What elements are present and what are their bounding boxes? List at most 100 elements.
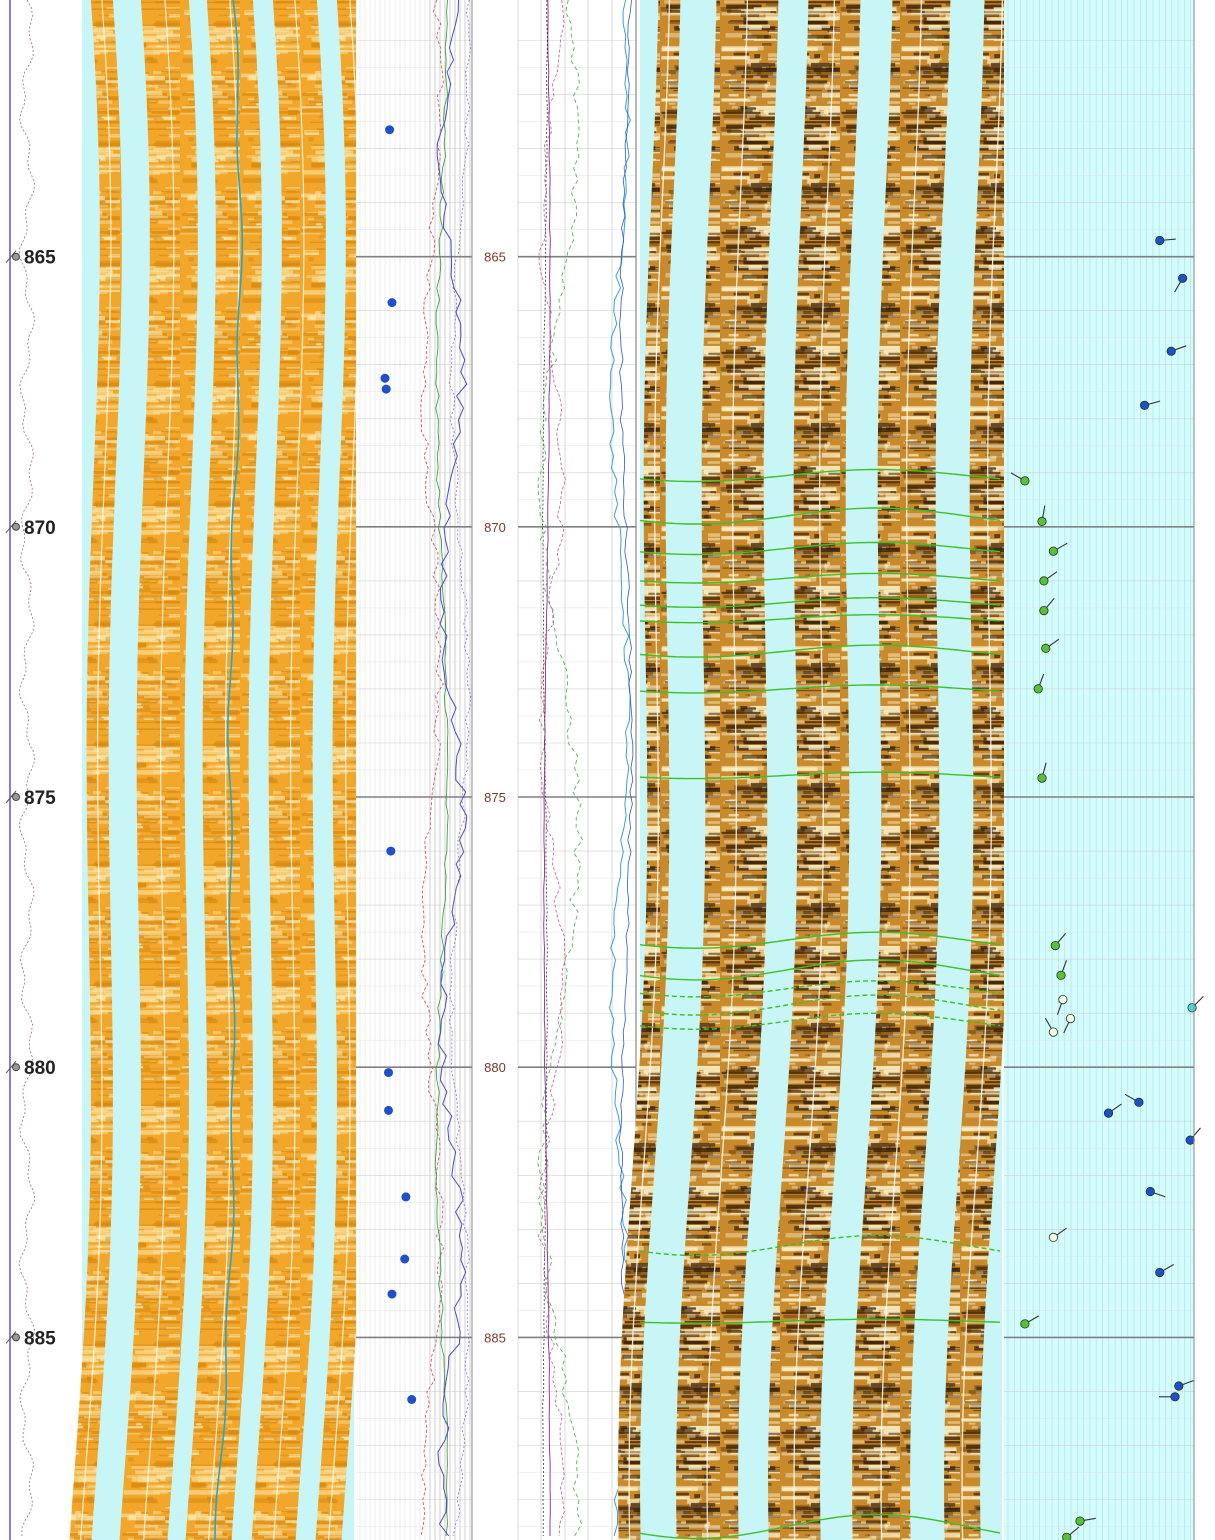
dynamic-image-strip: [768, 0, 861, 1540]
depth-marker-dot: [12, 793, 20, 801]
dots-track-point: [387, 1289, 397, 1299]
bedding-sinusoid: [639, 507, 1001, 525]
tadpole-head: [1058, 994, 1068, 1005]
static-image-strip-centerline: [208, 0, 240, 1540]
tadpole-head: [1041, 643, 1051, 654]
tadpole-head: [1048, 1232, 1059, 1243]
bedding-sinusoid: [639, 1234, 1001, 1257]
tadpole-head: [1187, 1003, 1197, 1013]
bedding-sinusoid: [639, 994, 1001, 1016]
dots-track-point: [384, 1105, 393, 1115]
depth-label-left: 865: [24, 248, 56, 269]
depth-marker-tick: [5, 1331, 17, 1344]
tadpole-head: [1020, 476, 1030, 486]
dynamic-image-strip-centerline: [880, 0, 923, 1540]
tadpole-head: [1155, 1267, 1165, 1278]
depth-label-left: 870: [24, 518, 56, 539]
dynamic-image-strip-centerline: [628, 0, 671, 1540]
dynamic-image-strip: [852, 0, 951, 1540]
depth-track: 865 870 875 880 885: [5, 0, 56, 1540]
tadpole-head: [1033, 684, 1043, 694]
tadpole-head: [1075, 1516, 1085, 1526]
dynamic-image-strip: [618, 0, 681, 1540]
tadpole-head: [1037, 773, 1047, 783]
depth-marker-tick: [5, 790, 17, 804]
tadpole-head: [1037, 516, 1047, 527]
curves-track-green-dashed-curve: [537, 0, 584, 1537]
curves-track: [517, 0, 637, 1540]
tadpole-head: [1145, 1186, 1155, 1197]
tadpole-head: [1062, 1532, 1072, 1540]
depth-track-dashed-curve: [18, 0, 36, 1537]
bedding-sinusoid: [639, 572, 1001, 584]
tadpole-head: [1103, 1108, 1114, 1118]
depth-marker-tick: [5, 520, 17, 534]
bedding-sinusoid: [639, 597, 1001, 608]
bedding-sinusoid: [639, 684, 1001, 694]
curves-track-blue-curve: [618, 0, 634, 1537]
depth-label-right: 885: [484, 1330, 506, 1345]
tadpole-head: [1039, 605, 1049, 616]
dynamic-image-track: [618, 0, 1021, 1540]
dots-track: [356, 0, 473, 1540]
dots-track-blue-curve: [436, 0, 468, 1537]
bedding-sinusoid: [639, 959, 1001, 981]
depth-marker-dot: [12, 522, 20, 531]
bedding-sinusoid: [639, 644, 1001, 658]
dots-track-point: [387, 298, 397, 308]
bedding-sinusoid: [639, 931, 1001, 949]
tadpole-head: [1170, 1392, 1180, 1402]
dynamic-image-strip: [944, 0, 1021, 1540]
static-image-strip-centerline: [80, 0, 112, 1540]
tadpole-head: [1185, 1135, 1195, 1145]
dots-track-point: [400, 1254, 410, 1264]
bedding-sinusoid: [639, 614, 1001, 624]
tadpole-head: [1050, 940, 1060, 951]
static-image-strip: [69, 0, 122, 1540]
curves-track-black-dashed-curve: [542, 0, 548, 1536]
curves-track-pink-dashed-curve: [537, 0, 567, 1537]
dynamic-image-strip: [676, 0, 779, 1540]
dots-track-green-curve: [434, 0, 449, 1537]
tadpole-head: [1048, 546, 1059, 556]
depth-marker-dot: [12, 1333, 20, 1342]
tadpole-head: [1140, 400, 1150, 410]
dots-track-point: [385, 125, 395, 135]
tadpole-head: [1134, 1097, 1144, 1107]
tadpole-head: [1155, 235, 1165, 246]
bedding-sinusoid: [639, 1513, 1001, 1540]
bedding-sinusoid: [639, 541, 1001, 556]
tadpole-head: [1174, 1381, 1184, 1391]
static-image-strip: [119, 0, 198, 1540]
tadpole-head: [1048, 1027, 1059, 1037]
dots-track-red-curve: [420, 0, 445, 1537]
dynamic-image-strip-centerline: [961, 0, 1004, 1540]
tadpole-head: [1166, 346, 1176, 356]
tadpole-head: [1020, 1319, 1030, 1329]
depth-label-track: 865 870 875 880 885: [484, 250, 506, 1346]
dots-track-point: [384, 1068, 393, 1078]
depth-marker-tick: [5, 250, 17, 264]
depth-marker-dot: [12, 252, 20, 261]
dots-track-point: [380, 373, 390, 383]
depth-marker-tick: [5, 1060, 17, 1074]
static-image-strip: [185, 0, 262, 1540]
depth-label-left: 875: [24, 788, 56, 809]
static-image-strip-centerline: [143, 0, 175, 1540]
dynamic-image-strip-centerline: [706, 0, 749, 1540]
depth-marker-dot: [12, 1063, 20, 1072]
dots-track-purple-curve: [448, 0, 472, 1537]
bedding-sinusoid: [639, 980, 1001, 998]
depth-label-left: 885: [24, 1328, 56, 1349]
bedding-sinusoid: [639, 468, 1001, 483]
tadpole-head: [1178, 273, 1188, 283]
depth-label-right: 875: [484, 790, 506, 805]
static-image-strip-centerline: [273, 0, 305, 1540]
tadpole-head: [1056, 970, 1066, 980]
depth-label-right: 870: [484, 520, 506, 535]
static-image-track: [69, 0, 372, 1540]
tadpole-head: [1065, 1013, 1076, 1024]
dynamic-image-strip-centerline: [793, 0, 836, 1540]
